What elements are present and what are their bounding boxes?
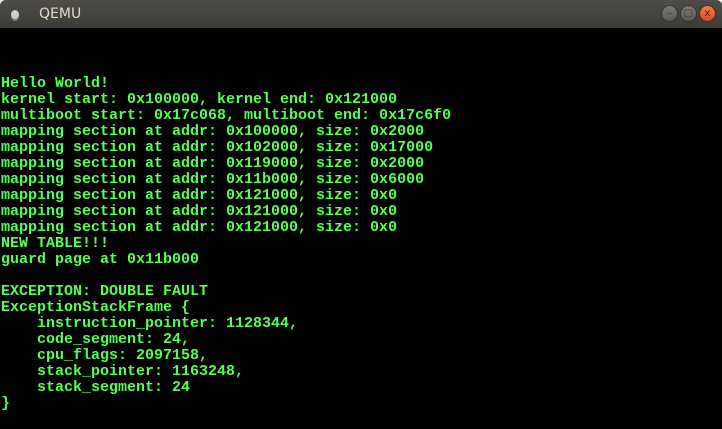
close-button[interactable]: x <box>699 5 716 22</box>
maximize-button[interactable]: □ <box>680 5 697 22</box>
console-line: kernel start: 0x100000, kernel end: 0x12… <box>1 91 398 108</box>
console-line: code_segment: 24, <box>1 331 191 348</box>
window-controls: – □ x <box>661 5 716 22</box>
console-line <box>1 28 721 44</box>
title-bar[interactable]: QEMU – □ x <box>0 0 722 28</box>
console-line: instruction_pointer: 1128344, <box>1 315 299 332</box>
console-line: mapping section at addr: 0x121000, size:… <box>1 187 398 204</box>
console-line: mapping section at addr: 0x121000, size:… <box>1 219 398 236</box>
console-line: guard page at 0x11b000 <box>1 251 200 268</box>
console-line: mapping section at addr: 0x11b000, size:… <box>1 171 425 188</box>
console-line: Hello World! <box>1 75 110 92</box>
console-line: cpu_flags: 2097158, <box>1 347 209 364</box>
console-line: mapping section at addr: 0x102000, size:… <box>1 139 434 156</box>
window-title: QEMU <box>39 6 82 22</box>
console-line: mapping section at addr: 0x121000, size:… <box>1 203 398 220</box>
console-line: } <box>1 395 11 412</box>
console-line: EXCEPTION: DOUBLE FAULT <box>1 283 209 300</box>
console-line <box>1 44 721 60</box>
console-line: stack_pointer: 1163248, <box>1 363 245 380</box>
minimize-button[interactable]: – <box>661 5 678 22</box>
console-line: stack_segment: 24 <box>1 379 191 396</box>
console-line <box>1 268 721 284</box>
console-line: mapping section at addr: 0x100000, size:… <box>1 123 425 140</box>
console-line: multiboot start: 0x17c068, multiboot end… <box>1 107 452 124</box>
qemu-app-icon <box>11 9 19 19</box>
console-line: NEW TABLE!!! <box>1 235 110 252</box>
console-line: mapping section at addr: 0x119000, size:… <box>1 155 425 172</box>
console-line <box>1 60 721 76</box>
vga-console[interactable]: Hello World! kernel start: 0x100000, kern… <box>1 28 721 428</box>
console-line: ExceptionStackFrame { <box>1 299 191 316</box>
